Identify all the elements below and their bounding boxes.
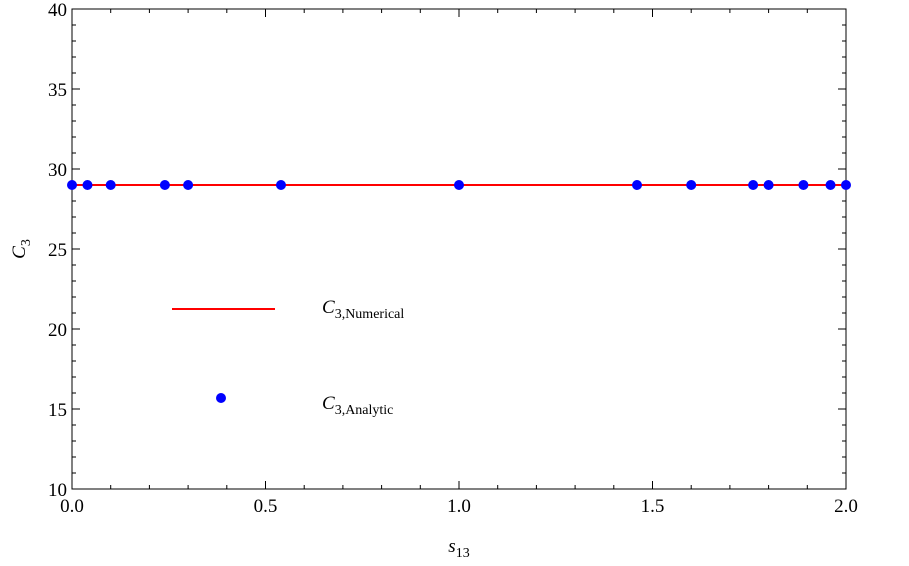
x-axis-label: s13 xyxy=(448,536,469,561)
analytic-point xyxy=(841,180,851,190)
tick-labels-group: 0.0 0.5 1.0 1.5 2.0 10 15 20 25 30 35 40 xyxy=(48,0,858,517)
y-tick-label: 30 xyxy=(48,160,67,181)
x-axis-label-main: s xyxy=(448,536,455,557)
analytic-point xyxy=(798,180,809,190)
analytic-point xyxy=(454,180,464,190)
x-tick-label: 1.5 xyxy=(641,496,665,517)
analytic-point xyxy=(183,180,194,190)
legend-label-analytic: C3,Analytic xyxy=(322,393,393,418)
legend-label-analytic-main: C xyxy=(322,393,335,414)
legend-dot-swatch xyxy=(216,393,226,403)
x-axis-label-sub: 13 xyxy=(456,546,470,561)
y-tick-label: 40 xyxy=(48,0,67,21)
analytic-point xyxy=(82,180,93,190)
y-tick-label: 15 xyxy=(48,400,67,421)
analytic-point xyxy=(275,180,286,190)
analytic-point xyxy=(159,180,170,190)
plot-frame xyxy=(71,8,847,490)
series-group xyxy=(67,180,851,190)
y-tick-label: 10 xyxy=(48,480,67,501)
y-tick-label: 20 xyxy=(48,320,67,341)
y-axis-label-sub: 3 xyxy=(19,239,34,246)
x-tick-label: 1.0 xyxy=(447,496,471,517)
analytic-point xyxy=(105,180,116,190)
y-tick-label: 35 xyxy=(48,80,67,101)
ticks-group xyxy=(71,8,847,490)
y-axis-label: C3 xyxy=(9,239,34,259)
y-tick-label: 25 xyxy=(48,240,67,261)
x-tick-label: 0.0 xyxy=(60,496,84,517)
analytic-point xyxy=(825,180,836,190)
legend-label-numerical-main: C xyxy=(322,297,335,318)
analytic-point xyxy=(632,180,643,190)
legend: C3,Numerical C3,Analytic xyxy=(172,297,404,418)
analytic-point xyxy=(748,180,759,190)
legend-label-numerical-sub: 3,Numerical xyxy=(335,307,405,322)
analytic-point xyxy=(763,180,774,190)
analytic-point xyxy=(686,180,697,190)
legend-label-numerical: C3,Numerical xyxy=(322,297,404,322)
y-axis-label-main: C xyxy=(9,246,30,259)
analytic-point xyxy=(67,180,77,190)
x-tick-label: 2.0 xyxy=(834,496,858,517)
x-tick-label: 0.5 xyxy=(254,496,278,517)
legend-label-analytic-sub: 3,Analytic xyxy=(335,403,394,418)
